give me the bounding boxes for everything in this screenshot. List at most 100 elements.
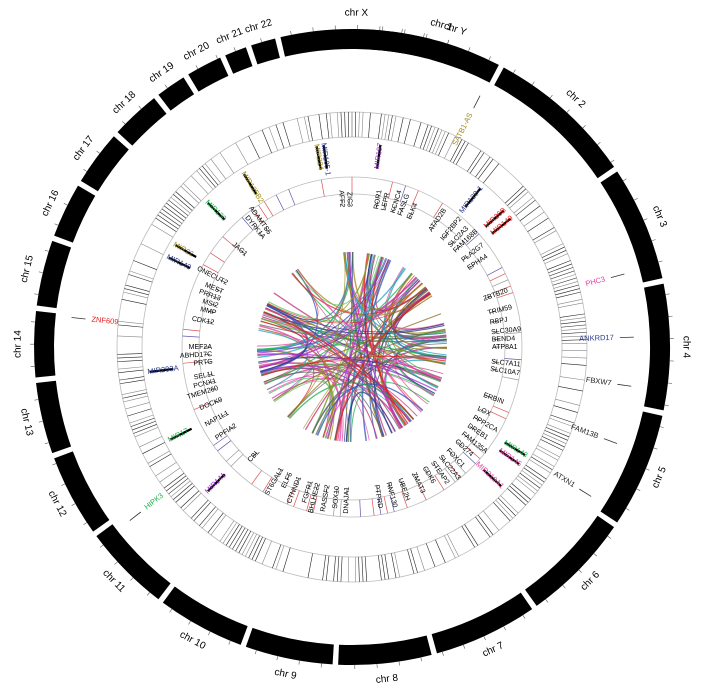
density-bar bbox=[325, 555, 330, 581]
interaction-link bbox=[370, 256, 407, 426]
inner-gene-leader bbox=[474, 417, 481, 422]
marker-bar bbox=[371, 498, 375, 516]
density-bar bbox=[261, 129, 272, 154]
density-bar bbox=[475, 156, 491, 178]
tick-mark bbox=[653, 447, 658, 450]
chromosome-label: chr 5 bbox=[650, 465, 669, 490]
interaction-link bbox=[311, 354, 447, 434]
inner-gene-label: ZIC3 bbox=[345, 192, 352, 207]
density-bar bbox=[307, 553, 313, 578]
inner-gene-leader bbox=[336, 488, 338, 495]
mirna-label: MIR224 bbox=[312, 143, 325, 170]
tick-mark bbox=[38, 420, 43, 423]
tick-mark bbox=[562, 584, 566, 589]
tick-mark bbox=[254, 650, 257, 655]
chromosome-label: chr 18 bbox=[110, 89, 138, 116]
inner-gene-label: SLC10A7 bbox=[490, 366, 521, 378]
density-bar bbox=[282, 122, 291, 147]
interaction-link bbox=[368, 254, 447, 356]
tick-mark bbox=[54, 223, 59, 226]
tick-mark bbox=[483, 636, 486, 641]
tick-mark bbox=[71, 503, 76, 506]
outer-gene-label: FBXW7 bbox=[585, 375, 612, 388]
gene-leader bbox=[617, 383, 632, 387]
density-bar bbox=[322, 555, 326, 581]
marker-bar bbox=[433, 202, 443, 218]
density-bar bbox=[513, 196, 534, 214]
inner-gene-leader bbox=[376, 486, 378, 493]
mirna-label: MIR130 bbox=[204, 198, 229, 223]
tick-mark bbox=[633, 198, 638, 201]
inner-gene-leader bbox=[409, 211, 413, 218]
tick-mark bbox=[276, 656, 279, 661]
tick-mark bbox=[488, 56, 491, 61]
marker-bar bbox=[258, 204, 269, 220]
inner-gene-label: LEPR bbox=[380, 192, 391, 211]
tick-mark bbox=[38, 271, 43, 274]
density-bar bbox=[532, 227, 555, 241]
density-bar bbox=[210, 514, 227, 536]
density-bar bbox=[121, 299, 147, 305]
mirna-bar bbox=[169, 427, 193, 441]
tick-mark bbox=[607, 535, 612, 539]
marker-bar bbox=[339, 499, 342, 517]
tick-mark bbox=[610, 159, 615, 163]
density-bar bbox=[425, 127, 436, 151]
marker-bar bbox=[467, 447, 481, 460]
density-bar bbox=[541, 246, 565, 258]
tick-mark bbox=[566, 109, 570, 113]
interaction-link bbox=[344, 252, 447, 343]
density-bar bbox=[561, 324, 586, 328]
marker-bar bbox=[444, 468, 456, 483]
marker-bar bbox=[241, 217, 254, 231]
inner-gene-leader bbox=[493, 331, 500, 333]
interaction-link bbox=[269, 377, 333, 439]
inner-gene-label: SEL1L bbox=[193, 371, 215, 382]
tick-mark bbox=[195, 65, 199, 70]
density-bar bbox=[378, 555, 382, 581]
tick-mark bbox=[545, 599, 549, 603]
density-bar bbox=[544, 253, 568, 264]
density-bar bbox=[455, 142, 469, 165]
density-bar bbox=[507, 488, 527, 506]
interaction-link bbox=[261, 318, 441, 383]
tick-mark bbox=[425, 33, 428, 38]
tick-mark bbox=[52, 463, 57, 466]
tick-mark bbox=[96, 150, 100, 154]
density-bar bbox=[561, 328, 587, 331]
tick-mark bbox=[643, 218, 648, 221]
tick-mark bbox=[34, 293, 39, 295]
mirna-label: MIR203A bbox=[147, 363, 179, 376]
inner-gene-label: AFF2 bbox=[337, 190, 345, 208]
marker-bar bbox=[490, 411, 507, 420]
tick-mark bbox=[164, 84, 168, 89]
density-bar bbox=[168, 199, 189, 216]
tick-mark bbox=[645, 468, 650, 471]
tick-mark bbox=[578, 569, 582, 573]
density-bar bbox=[117, 359, 143, 363]
mirna-bar bbox=[149, 367, 174, 373]
density-bar bbox=[248, 535, 260, 559]
density-bar bbox=[419, 124, 429, 149]
inner-gene-label: DOCK9 bbox=[199, 396, 224, 412]
marker-bar bbox=[252, 208, 264, 223]
density-bar bbox=[161, 208, 183, 224]
inner-gene-leader bbox=[431, 224, 436, 230]
density-bar bbox=[325, 113, 330, 139]
tick-mark bbox=[404, 29, 406, 34]
density-bar bbox=[219, 152, 235, 174]
density-bar bbox=[228, 525, 243, 548]
interaction-link bbox=[302, 282, 423, 429]
chromosome-label: chr 4 bbox=[680, 336, 691, 359]
chromosome-segment bbox=[188, 57, 229, 92]
chromosome-segment bbox=[280, 29, 432, 59]
tick-mark bbox=[625, 508, 630, 511]
tick-mark bbox=[44, 249, 49, 252]
density-bar bbox=[550, 414, 575, 424]
marker-bar bbox=[434, 475, 445, 491]
density-bar bbox=[134, 427, 159, 438]
tick-mark bbox=[597, 141, 601, 145]
chromosome-segment bbox=[644, 283, 670, 411]
density-bar bbox=[495, 499, 514, 519]
